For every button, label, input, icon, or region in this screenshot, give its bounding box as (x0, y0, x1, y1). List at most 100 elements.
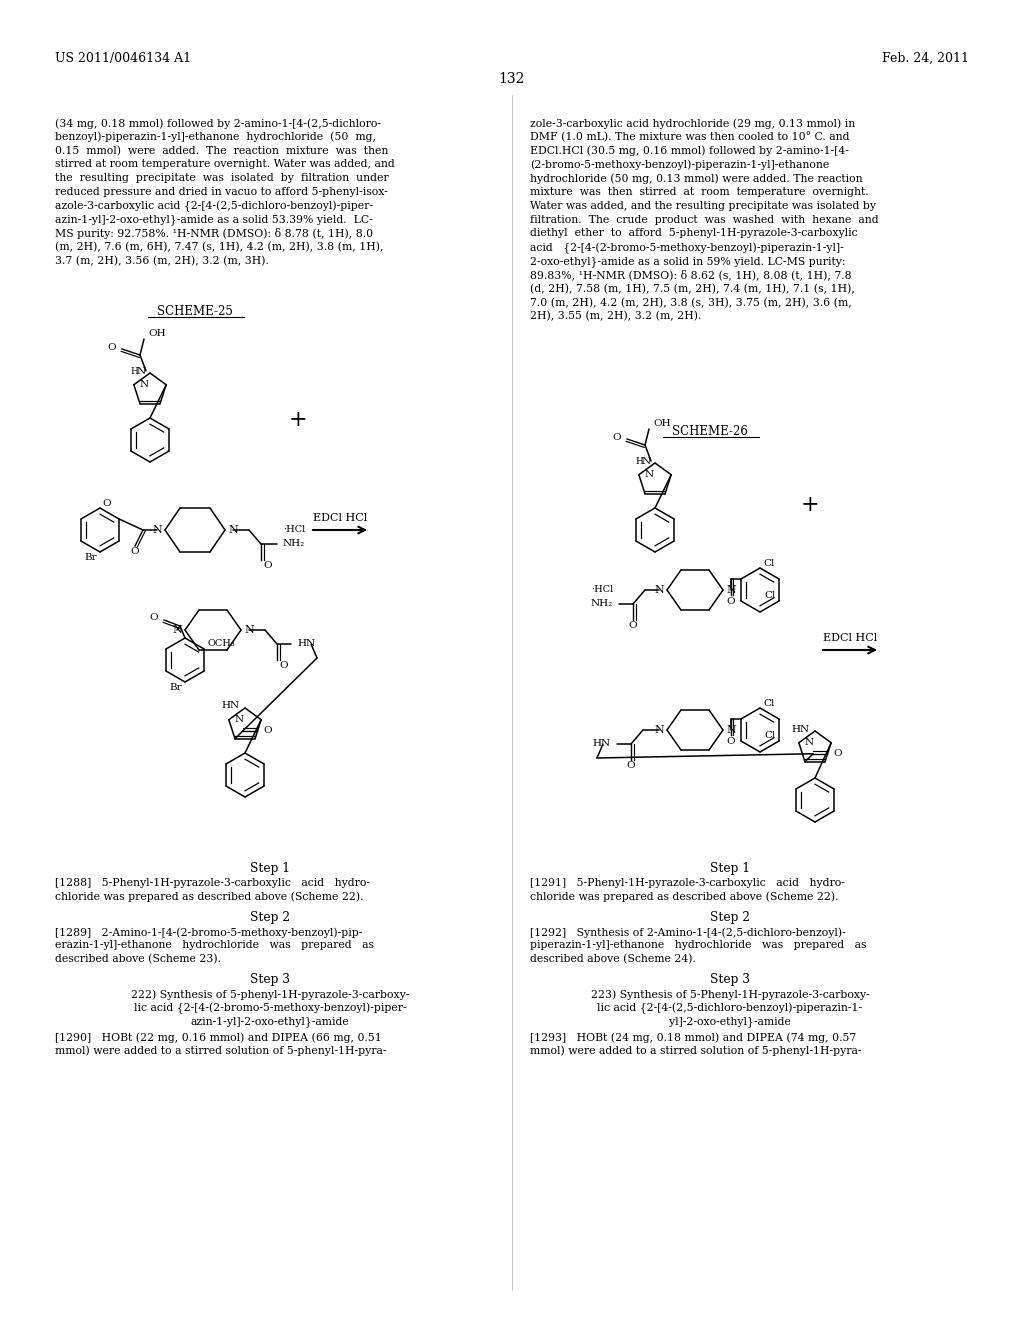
Text: US 2011/0046134 A1: US 2011/0046134 A1 (55, 51, 191, 65)
Text: HN: HN (593, 739, 611, 748)
Text: N: N (645, 470, 654, 479)
Text: 3.7 (m, 2H), 3.56 (m, 2H), 3.2 (m, 3H).: 3.7 (m, 2H), 3.56 (m, 2H), 3.2 (m, 3H). (55, 256, 269, 267)
Text: N: N (172, 624, 182, 635)
Text: Step 1: Step 1 (250, 862, 290, 875)
Text: H: H (130, 367, 138, 375)
Text: O: O (131, 548, 139, 557)
Text: N: N (805, 738, 814, 747)
Text: Step 2: Step 2 (710, 911, 750, 924)
Text: azin-1-yl]-2-oxo-ethyl}-amide as a solid 53.39% yield.  LC-: azin-1-yl]-2-oxo-ethyl}-amide as a solid… (55, 215, 373, 226)
Text: [1292]   Synthesis of 2-Amino-1-[4-(2,5-dichloro-benzoyl)-: [1292] Synthesis of 2-Amino-1-[4-(2,5-di… (530, 927, 846, 937)
Text: [1289]   2-Amino-1-[4-(2-bromo-5-methoxy-benzoyl)-pip-: [1289] 2-Amino-1-[4-(2-bromo-5-methoxy-b… (55, 927, 362, 937)
Text: NH₂: NH₂ (283, 540, 305, 549)
Text: Step 1: Step 1 (710, 862, 750, 875)
Text: +: + (801, 494, 819, 516)
Text: zole-3-carboxylic acid hydrochloride (29 mg, 0.13 mmol) in: zole-3-carboxylic acid hydrochloride (29… (530, 117, 855, 128)
Text: OH: OH (653, 418, 671, 428)
Text: N: N (140, 380, 148, 389)
Text: chloride was prepared as described above (Scheme 22).: chloride was prepared as described above… (530, 891, 839, 902)
Text: lic acid {2-[4-(2-bromo-5-methoxy-benzoyl)-piper-: lic acid {2-[4-(2-bromo-5-methoxy-benzoy… (134, 1003, 407, 1014)
Text: azin-1-yl]-2-oxo-ethyl}-amide: azin-1-yl]-2-oxo-ethyl}-amide (190, 1016, 349, 1027)
Text: HN: HN (222, 701, 240, 710)
Text: Br: Br (169, 682, 182, 692)
Text: Cl: Cl (763, 698, 774, 708)
Text: N: N (137, 367, 146, 375)
Text: SCHEME-26: SCHEME-26 (672, 425, 748, 438)
Text: Step 2: Step 2 (250, 911, 290, 924)
Text: H: H (635, 457, 643, 466)
Text: OCH₃: OCH₃ (207, 639, 234, 648)
Text: NH₂: NH₂ (591, 599, 613, 609)
Text: O: O (727, 597, 735, 606)
Text: [1290]   HOBt (22 mg, 0.16 mmol) and DIPEA (66 mg, 0.51: [1290] HOBt (22 mg, 0.16 mmol) and DIPEA… (55, 1032, 382, 1043)
Text: 2H), 3.55 (m, 2H), 3.2 (m, 2H).: 2H), 3.55 (m, 2H), 3.2 (m, 2H). (530, 312, 701, 322)
Text: Step 3: Step 3 (250, 974, 290, 986)
Text: EDCl HCl: EDCl HCl (313, 513, 368, 523)
Text: HN: HN (297, 639, 315, 648)
Text: N: N (726, 585, 736, 595)
Text: ·HCl: ·HCl (591, 586, 613, 594)
Text: stirred at room temperature overnight. Water was added, and: stirred at room temperature overnight. W… (55, 160, 394, 169)
Text: O: O (612, 433, 621, 441)
Text: acid   {2-[4-(2-bromo-5-methoxy-benzoyl)-piperazin-1-yl]-: acid {2-[4-(2-bromo-5-methoxy-benzoyl)-p… (530, 242, 844, 253)
Text: filtration.  The  crude  product  was  washed  with  hexane  and: filtration. The crude product was washed… (530, 215, 879, 224)
Text: 7.0 (m, 2H), 4.2 (m, 2H), 3.8 (s, 3H), 3.75 (m, 2H), 3.6 (m,: 7.0 (m, 2H), 4.2 (m, 2H), 3.8 (s, 3H), 3… (530, 297, 852, 308)
Text: [1288]   5-Phenyl-1H-pyrazole-3-carboxylic   acid   hydro-: [1288] 5-Phenyl-1H-pyrazole-3-carboxylic… (55, 878, 370, 888)
Text: erazin-1-yl]-ethanone   hydrochloride   was   prepared   as: erazin-1-yl]-ethanone hydrochloride was … (55, 940, 374, 950)
Text: lic acid {2-[4-(2,5-dichloro-benzoyl)-piperazin-1-: lic acid {2-[4-(2,5-dichloro-benzoyl)-pi… (597, 1003, 862, 1014)
Text: O: O (279, 661, 288, 671)
Text: described above (Scheme 24).: described above (Scheme 24). (530, 954, 696, 965)
Text: (2-bromo-5-methoxy-benzoyl)-piperazin-1-yl]-ethanone: (2-bromo-5-methoxy-benzoyl)-piperazin-1-… (530, 160, 829, 170)
Text: diethyl  ether  to  afford  5-phenyl-1H-pyrazole-3-carboxylic: diethyl ether to afford 5-phenyl-1H-pyra… (530, 228, 858, 239)
Text: OH: OH (148, 329, 166, 338)
Text: reduced pressure and dried in vacuo to afford 5-phenyl-isox-: reduced pressure and dried in vacuo to a… (55, 187, 388, 197)
Text: MS purity: 92.758%. ¹H-NMR (DMSO): δ 8.78 (t, 1H), 8.0: MS purity: 92.758%. ¹H-NMR (DMSO): δ 8.7… (55, 228, 373, 239)
Text: mmol) were added to a stirred solution of 5-phenyl-1H-pyra-: mmol) were added to a stirred solution o… (530, 1045, 861, 1056)
Text: N: N (642, 457, 651, 466)
Text: O: O (629, 622, 637, 631)
Text: O: O (108, 342, 116, 351)
Text: (m, 2H), 7.6 (m, 6H), 7.47 (s, 1H), 4.2 (m, 2H), 3.8 (m, 1H),: (m, 2H), 7.6 (m, 6H), 7.47 (s, 1H), 4.2 … (55, 242, 384, 252)
Text: EDCl.HCl (30.5 mg, 0.16 mmol) followed by 2-amino-1-[4-: EDCl.HCl (30.5 mg, 0.16 mmol) followed b… (530, 145, 849, 156)
Text: mixture  was  then  stirred  at  room  temperature  overnight.: mixture was then stirred at room tempera… (530, 187, 868, 197)
Text: azole-3-carboxylic acid {2-[4-(2,5-dichloro-benzoyl)-piper-: azole-3-carboxylic acid {2-[4-(2,5-dichl… (55, 201, 373, 213)
Text: N: N (153, 525, 162, 535)
Text: Cl: Cl (765, 731, 776, 741)
Text: 89.83%, ¹H-NMR (DMSO): δ 8.62 (s, 1H), 8.08 (t, 1H), 7.8: 89.83%, ¹H-NMR (DMSO): δ 8.62 (s, 1H), 8… (530, 269, 852, 281)
Text: described above (Scheme 23).: described above (Scheme 23). (55, 954, 221, 965)
Text: EDCl HCl: EDCl HCl (823, 634, 878, 643)
Text: N: N (654, 585, 664, 595)
Text: N: N (234, 715, 244, 725)
Text: (d, 2H), 7.58 (m, 1H), 7.5 (m, 2H), 7.4 (m, 1H), 7.1 (s, 1H),: (d, 2H), 7.58 (m, 1H), 7.5 (m, 2H), 7.4 … (530, 284, 855, 294)
Text: +: + (289, 409, 307, 432)
Text: 0.15  mmol)  were  added.  The  reaction  mixture  was  then: 0.15 mmol) were added. The reaction mixt… (55, 145, 388, 156)
Text: chloride was prepared as described above (Scheme 22).: chloride was prepared as described above… (55, 891, 364, 902)
Text: Step 3: Step 3 (710, 974, 750, 986)
Text: O: O (263, 561, 271, 570)
Text: HN: HN (792, 725, 810, 734)
Text: N: N (726, 725, 736, 735)
Text: N: N (228, 525, 238, 535)
Text: ·HCl: ·HCl (283, 525, 305, 535)
Text: Br: Br (84, 553, 97, 561)
Text: [1293]   HOBt (24 mg, 0.18 mmol) and DIPEA (74 mg, 0.57: [1293] HOBt (24 mg, 0.18 mmol) and DIPEA… (530, 1032, 856, 1043)
Text: hydrochloride (50 mg, 0.13 mmol) were added. The reaction: hydrochloride (50 mg, 0.13 mmol) were ad… (530, 173, 862, 183)
Text: the  resulting  precipitate  was  isolated  by  filtration  under: the resulting precipitate was isolated b… (55, 173, 389, 183)
Text: O: O (627, 762, 635, 771)
Text: Cl: Cl (765, 591, 776, 601)
Text: (34 mg, 0.18 mmol) followed by 2-amino-1-[4-(2,5-dichloro-: (34 mg, 0.18 mmol) followed by 2-amino-1… (55, 117, 381, 128)
Text: O: O (263, 726, 271, 735)
Text: piperazin-1-yl]-ethanone   hydrochloride   was   prepared   as: piperazin-1-yl]-ethanone hydrochloride w… (530, 940, 866, 950)
Text: 2-oxo-ethyl}-amide as a solid in 59% yield. LC-MS purity:: 2-oxo-ethyl}-amide as a solid in 59% yie… (530, 256, 846, 267)
Text: benzoyl)-piperazin-1-yl]-ethanone  hydrochloride  (50  mg,: benzoyl)-piperazin-1-yl]-ethanone hydroc… (55, 132, 376, 143)
Text: mmol) were added to a stirred solution of 5-phenyl-1H-pyra-: mmol) were added to a stirred solution o… (55, 1045, 386, 1056)
Text: 223) Synthesis of 5-Phenyl-1H-pyrazole-3-carboxy-: 223) Synthesis of 5-Phenyl-1H-pyrazole-3… (591, 990, 869, 1001)
Text: O: O (102, 499, 111, 507)
Text: O: O (727, 737, 735, 746)
Text: 222) Synthesis of 5-phenyl-1H-pyrazole-3-carboxy-: 222) Synthesis of 5-phenyl-1H-pyrazole-3… (131, 990, 410, 1001)
Text: N: N (244, 624, 254, 635)
Text: N: N (654, 725, 664, 735)
Text: DMF (1.0 mL). The mixture was then cooled to 10° C. and: DMF (1.0 mL). The mixture was then coole… (530, 132, 850, 143)
Text: O: O (150, 614, 158, 623)
Text: Water was added, and the resulting precipitate was isolated by: Water was added, and the resulting preci… (530, 201, 876, 211)
